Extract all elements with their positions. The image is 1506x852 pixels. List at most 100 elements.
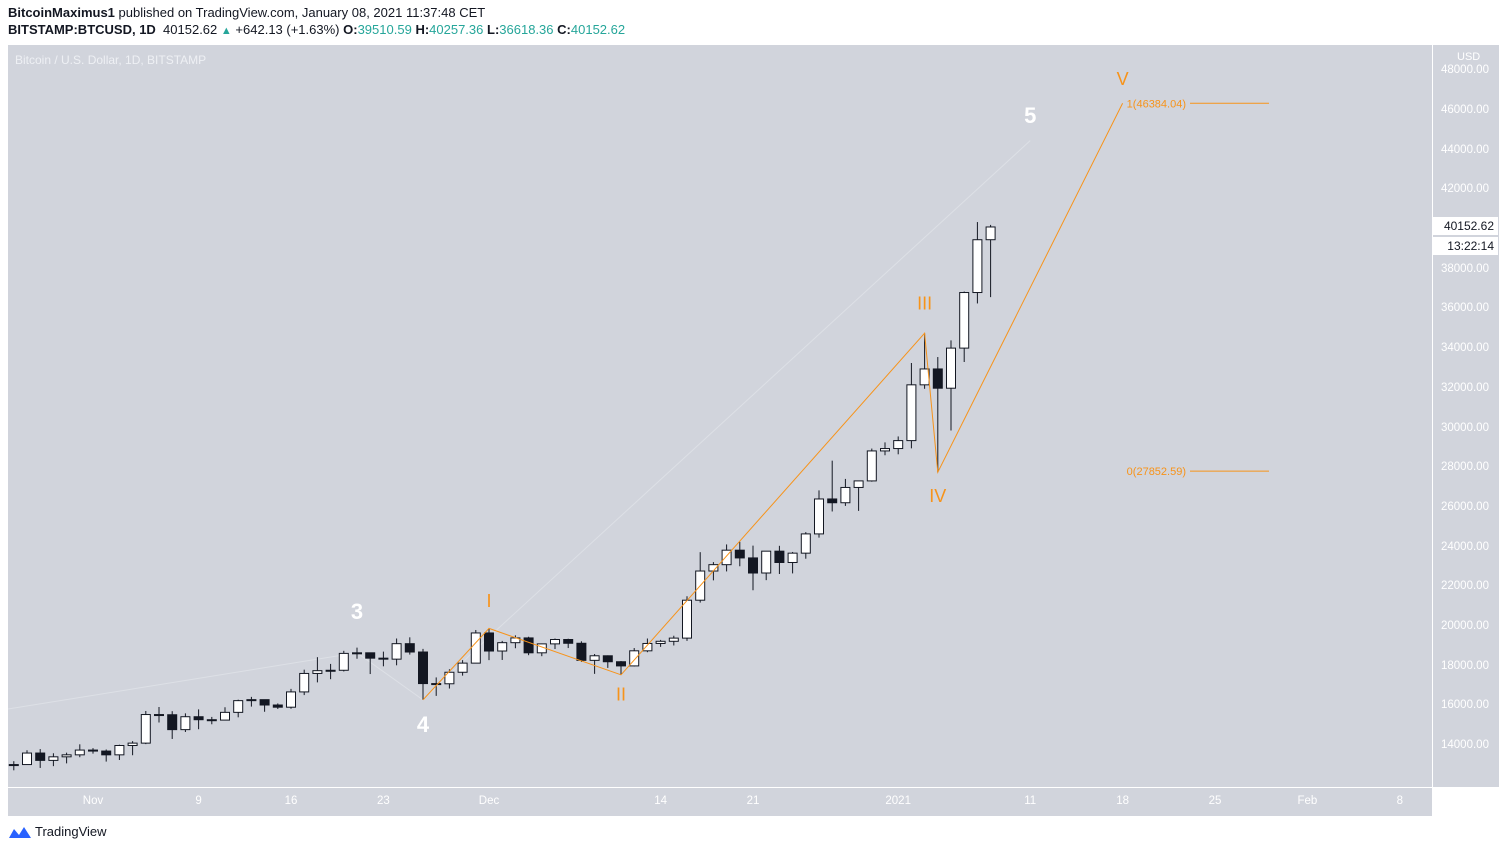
last-price: 40152.62: [163, 22, 218, 37]
wave-label: 5: [1024, 103, 1036, 128]
candle-body: [814, 498, 824, 535]
candle-body: [286, 691, 296, 708]
candle-body: [352, 652, 362, 655]
tradingview-cloud-icon: [9, 826, 31, 838]
symbol-info: BITSTAMP:BTCUSD, 1D 40152.62 ▲ +642.13 (…: [8, 22, 625, 37]
candle-body: [906, 384, 917, 442]
candle-body: [127, 742, 138, 747]
candle-body: [668, 637, 679, 642]
candle-body: [206, 719, 217, 722]
price-tick-label: 16000.00: [1441, 699, 1489, 712]
fib-level-label: 0(27852.59): [1127, 466, 1186, 478]
open-value: 39510.59: [357, 22, 412, 37]
candle-body: [101, 750, 112, 756]
elliott-wave-line: [422, 103, 1124, 701]
price-axis[interactable]: 14000.00 16000.00 18000.00 20000.00 22000.00…: [1432, 45, 1499, 787]
candle-body: [866, 450, 877, 482]
candle-body: [985, 226, 996, 241]
candle-body: [946, 347, 956, 389]
candle-body: [800, 533, 811, 554]
candle-body: [655, 640, 666, 644]
price-tick-label: 44000.00: [1441, 143, 1489, 156]
up-triangle-icon: ▲: [220, 25, 232, 37]
tradingview-logo[interactable]: TradingView: [8, 824, 107, 839]
candle-body: [259, 699, 270, 706]
symbol: BITSTAMP:BTCUSD, 1D: [8, 22, 156, 37]
wave-label: III: [917, 293, 932, 313]
candle-body: [853, 480, 864, 488]
time-tick-label: 14: [654, 795, 667, 807]
candle-body: [404, 643, 415, 653]
candle-body: [563, 639, 574, 644]
candle-body: [629, 650, 640, 667]
candle-body: [523, 637, 534, 654]
candle-body: [827, 498, 838, 504]
candle-body: [589, 655, 600, 661]
candle-body: [721, 549, 732, 566]
candle-body: [642, 642, 653, 652]
candle-body: [220, 711, 230, 721]
price-tick-label: 34000.00: [1441, 342, 1489, 355]
candle-body: [140, 714, 151, 744]
high-value: 40257.36: [429, 22, 484, 37]
wave-label: II: [616, 684, 626, 704]
candle-body: [840, 486, 851, 504]
low-value: 36618.36: [499, 22, 554, 37]
price-tick-label: 24000.00: [1441, 540, 1489, 553]
change: +642.13 (+1.63%): [235, 22, 340, 37]
price-tick-label: 18000.00: [1441, 659, 1489, 672]
candle-body: [378, 657, 389, 660]
candle-body: [576, 642, 587, 661]
candle-body: [550, 639, 560, 645]
chart-pane[interactable]: Bitcoin / U.S. Dollar, 1D, BITSTAMP 1(46…: [8, 45, 1432, 787]
candle-body: [391, 643, 402, 660]
price-tick-label: 42000.00: [1441, 183, 1489, 196]
price-tick-label: 32000.00: [1441, 381, 1489, 394]
price-tick-label: 48000.00: [1441, 64, 1489, 77]
fib-level-label: 1(46384.04): [1127, 98, 1186, 110]
time-tick-label: 25: [1208, 795, 1222, 807]
candle-body: [246, 699, 257, 702]
candle-body: [167, 714, 178, 731]
close-value: 40152.62: [570, 22, 626, 37]
candle-body: [272, 704, 283, 708]
brand-name: TradingView: [35, 824, 107, 839]
candle-body: [932, 368, 943, 389]
time-tick-label: 8: [1396, 795, 1403, 807]
price-tick-label: 22000.00: [1441, 580, 1489, 593]
time-tick-label: 9: [195, 795, 202, 807]
published-text: published on TradingView.com, January 08…: [118, 5, 486, 20]
candle-body: [602, 655, 613, 663]
wave-label: I: [486, 591, 491, 611]
candle-body: [748, 557, 758, 574]
candle-body: [616, 661, 626, 667]
time-tick-label: 16: [284, 795, 298, 807]
candle-body: [154, 714, 164, 717]
candle-body: [299, 672, 310, 693]
faint-trend-line: [8, 140, 1031, 710]
currency-label: USD: [1455, 51, 1483, 63]
candle-body: [484, 632, 494, 652]
candle-body: [972, 239, 983, 294]
chart-title: Bitcoin / U.S. Dollar, 1D, BITSTAMP: [15, 53, 207, 67]
candle-body: [761, 550, 772, 574]
candle-body: [35, 752, 46, 761]
time-tick-label: Dec: [478, 795, 500, 807]
candle-body: [233, 700, 244, 713]
candle-body: [734, 549, 745, 559]
candle-body: [61, 754, 72, 758]
time-tick-label: 23: [376, 795, 390, 807]
candle-body: [470, 632, 481, 664]
price-tick-label: 30000.00: [1441, 421, 1489, 434]
current-price-label: 40152.62: [1433, 217, 1498, 235]
open-label: O:: [343, 22, 358, 37]
time-axis[interactable]: Nov 9 16 23 Dec 14 21 2021 11 18 25 Feb 8: [8, 787, 1432, 816]
high-label: H:: [415, 22, 430, 37]
wave-label: V: [1117, 69, 1129, 89]
price-tick-label: 46000.00: [1441, 103, 1489, 116]
price-tick-label: 36000.00: [1441, 302, 1489, 315]
price-tick-label: 38000.00: [1441, 262, 1489, 275]
candle-body: [431, 683, 442, 686]
candle-body: [114, 745, 125, 756]
